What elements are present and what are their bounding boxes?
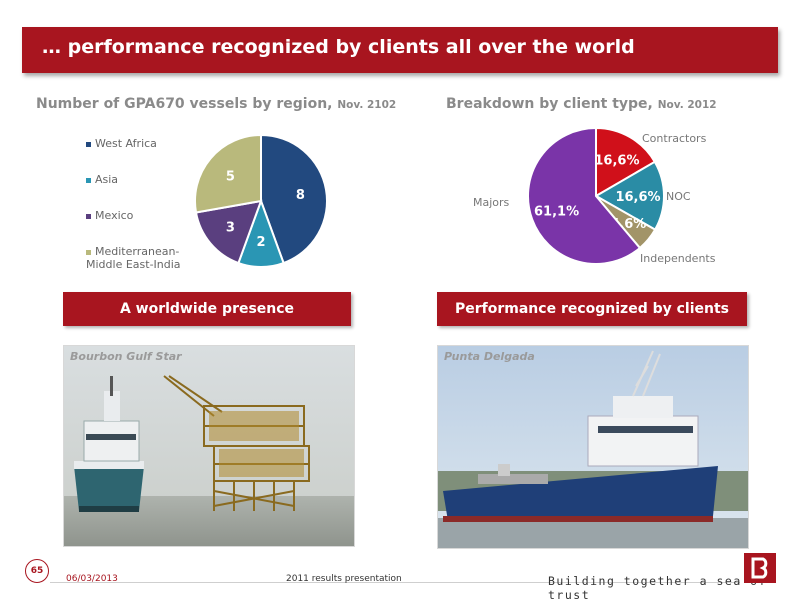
client-slice-0 — [595, 126, 657, 198]
region-slice-label-3: 5 — [226, 169, 235, 184]
vessel-platform-illustration — [64, 346, 354, 546]
legend-item-mexico: Mexico — [86, 209, 133, 222]
vessel-illustration — [438, 346, 748, 548]
page-number: 65 — [25, 559, 49, 583]
client-slice-label-0: 16,6% — [594, 154, 639, 169]
left-chart-title: Number of GPA670 vessels by region, Nov.… — [36, 96, 396, 112]
region-slice-label-2: 3 — [226, 221, 235, 236]
title-banner: … performance recognized by clients all … — [22, 27, 778, 73]
label-independents: Independents — [640, 252, 716, 265]
bourbon-gulf-star-caption: Bourbon Gulf Star — [70, 350, 182, 363]
slide-title: … performance recognized by clients all … — [42, 36, 635, 58]
client-slice-3 — [527, 126, 642, 265]
bourbon-logo-icon — [744, 553, 776, 583]
performance-recognized-button[interactable]: Performance recognized by clients — [437, 292, 747, 326]
bourbon-gulf-star-photo: Bourbon Gulf Star — [63, 345, 355, 547]
label-contractors: Contractors — [642, 132, 707, 145]
region-slice-label-1: 2 — [256, 235, 265, 250]
right-chart-title: Breakdown by client type, Nov. 2012 — [446, 96, 717, 112]
worldwide-presence-button[interactable]: A worldwide presence — [63, 292, 351, 326]
left-chart-title-date: Nov. 2102 — [337, 99, 397, 111]
region-slice-2 — [194, 199, 263, 265]
punta-delgada-photo: Punta Delgada — [437, 345, 749, 549]
punta-delgada-caption: Punta Delgada — [444, 350, 535, 363]
legend-item-west-africa: West Africa — [86, 137, 157, 150]
region-slice-label-0: 8 — [296, 188, 305, 203]
label-noc: NOC — [666, 190, 691, 203]
label-majors: Majors — [473, 196, 510, 209]
client-slice-1 — [593, 160, 665, 231]
region-slice-3 — [194, 135, 262, 214]
right-pie-chart: 16,6%16,6%5,6%61,1% Contractors NOC Inde… — [473, 126, 716, 265]
client-slice-label-3: 61,1% — [534, 204, 579, 219]
footer-divider — [50, 582, 740, 583]
region-slice-0 — [260, 135, 328, 265]
left-pie-chart: 8 2 3 5 — [194, 135, 328, 268]
company-tagline: Building together a sea of trust — [548, 574, 768, 602]
right-chart-title-main: Breakdown by client type, — [446, 96, 658, 112]
legend-item-mediterranean: Mediterranean-Middle East-India — [86, 245, 181, 271]
footer-presentation-name: 2011 results presentation — [286, 574, 402, 584]
client-slice-label-1: 16,6% — [615, 190, 660, 205]
footer-date: 06/03/2013 — [66, 574, 118, 584]
left-chart-title-main: Number of GPA670 vessels by region, — [36, 96, 338, 112]
legend-item-asia: Asia — [86, 173, 118, 186]
right-chart-title-date: Nov. 2012 — [657, 99, 717, 111]
